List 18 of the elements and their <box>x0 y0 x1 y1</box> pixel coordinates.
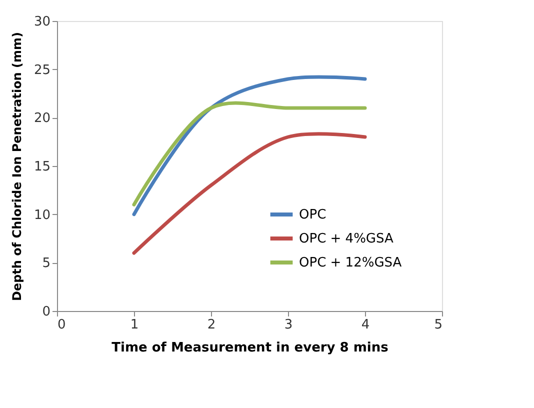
legend-label: OPC <box>299 208 326 222</box>
legend-label: OPC + 12%GSA <box>299 256 402 270</box>
y-tick-label: 10 <box>34 208 50 223</box>
x-tick-label: 2 <box>207 318 216 332</box>
y-tick-label: 15 <box>34 160 50 174</box>
x-tick-label: 5 <box>434 318 442 332</box>
x-tick-label: 3 <box>284 318 293 332</box>
y-tick-label: 5 <box>42 256 50 272</box>
x-tick-label: 0 <box>58 318 66 332</box>
y-tick-label: 20 <box>34 111 50 126</box>
y-tick-label: 30 <box>34 14 50 30</box>
x-tick-label: 1 <box>130 318 139 332</box>
y-tick-label: 0 <box>42 304 50 320</box>
y-tick-label: 25 <box>34 62 50 78</box>
y-axis-title: Depth of Chloride Ion Penetration (mm) <box>10 32 24 302</box>
legend-label: OPC + 4%GSA <box>299 232 394 246</box>
x-axis-title: Time of Measurement in every 8 mins <box>112 340 389 356</box>
x-tick-label: 4 <box>361 318 370 332</box>
